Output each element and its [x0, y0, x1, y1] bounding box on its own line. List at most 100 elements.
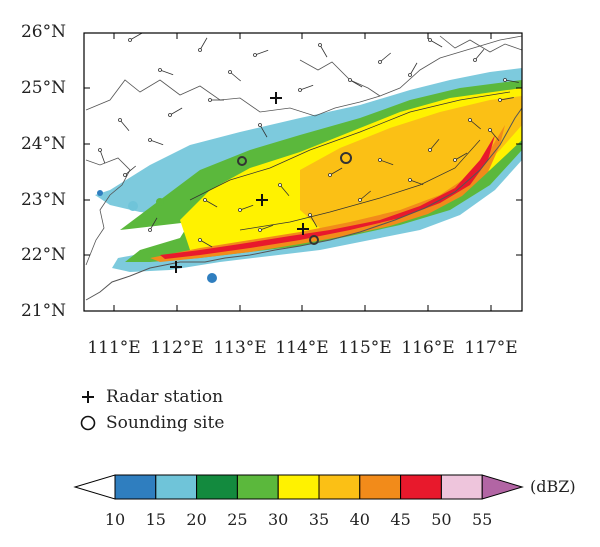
station-dot [308, 213, 312, 217]
colorbar-over-arrow [481, 474, 524, 500]
wind-barb [149, 139, 164, 146]
wind-barb [469, 119, 481, 130]
station-dot [258, 228, 262, 232]
station-dot [208, 98, 212, 102]
wind-barb [204, 199, 218, 208]
station-dot [98, 148, 102, 152]
station-dot [408, 73, 412, 77]
wind-barb [319, 44, 328, 58]
province-boundary [85, 35, 522, 117]
colorbar-unit: (dBZ) [530, 477, 576, 496]
axis-ticks [84, 32, 522, 312]
wind-barb [199, 37, 208, 51]
wind-barb [259, 224, 274, 231]
colorbar-tick-label: 10 [104, 510, 126, 529]
station-dot [328, 173, 332, 177]
plot-frame [83, 32, 523, 312]
station-dot [148, 138, 152, 142]
wind-barb [99, 149, 106, 164]
lon-tick-label: 113°E [213, 338, 267, 358]
station-dot [468, 118, 472, 122]
echo-cell [128, 201, 138, 211]
wind-barb [409, 179, 424, 186]
colorbar-segment [236, 474, 279, 500]
wind-barb [409, 62, 418, 76]
colorbar-under-arrow [73, 474, 116, 500]
lat-tick-label: 26°N [20, 22, 66, 42]
wind-barb [474, 49, 485, 61]
echo-cell [207, 273, 217, 283]
station-dot [348, 78, 352, 82]
lat-tick-label: 24°N [20, 134, 66, 154]
lon-tick-label: 114°E [275, 338, 329, 358]
echo-band-core [300, 96, 522, 228]
wind-barb [359, 190, 371, 201]
station-dot [278, 183, 282, 187]
station-dot [203, 198, 207, 202]
station-dot [168, 113, 172, 117]
province-boundary [299, 59, 381, 97]
lat-tick-label: 25°N [20, 78, 66, 98]
station-dot [503, 78, 507, 82]
reflectivity-colorbar [73, 474, 524, 500]
station-dot [198, 48, 202, 52]
station-dot [258, 123, 262, 127]
echo-cell [156, 198, 164, 206]
wind-barb [129, 33, 143, 41]
wind-barb [379, 52, 391, 63]
colorbar-segment [318, 474, 361, 500]
colorbar-tick-label: 50 [431, 510, 452, 529]
colorbar-segment [114, 474, 157, 500]
sounding-site-marker [309, 235, 319, 245]
station-dot [473, 58, 477, 62]
radar-station-marker [256, 194, 268, 206]
station-dot [253, 53, 257, 57]
station-dot [118, 118, 122, 122]
radar-stations [170, 92, 309, 273]
radar-station-marker [297, 223, 309, 235]
lat-tick-label: 23°N [20, 190, 66, 210]
wind-barb [504, 79, 519, 83]
station-dot [408, 178, 412, 182]
radar-station-marker [170, 261, 182, 273]
colorbar-segment [277, 474, 320, 500]
sounding-site-marker [340, 152, 352, 164]
wind-barb [124, 165, 136, 176]
wind-barb [489, 129, 500, 141]
colorbar-segment [400, 474, 442, 500]
sounding-site-marker [237, 156, 247, 166]
wind-barb [229, 71, 241, 82]
station-dot [198, 238, 202, 242]
wind-barb [239, 204, 254, 211]
colorbar-tick-label: 40 [349, 510, 370, 529]
province-boundary [85, 157, 131, 266]
colorbar-tick-label: 25 [227, 510, 248, 529]
wind-barb [454, 152, 468, 161]
station-dot [238, 208, 242, 212]
wind-barb [379, 159, 394, 166]
wind-barb [429, 139, 440, 151]
wind-barb [429, 39, 443, 48]
wind-barb [119, 119, 130, 131]
station-dot [228, 70, 232, 74]
station-dot [428, 38, 432, 42]
reflectivity-contour [239, 139, 481, 231]
colorbar-tick-label: 35 [308, 510, 330, 529]
lat-tick-label: 22°N [20, 245, 66, 265]
colorbar-tick-label: 20 [186, 510, 207, 529]
wind-barb [254, 49, 269, 56]
wind-barb [499, 97, 514, 101]
colorbar-segment [359, 474, 402, 500]
station-dot [378, 60, 382, 64]
legend-label: Sounding site [106, 413, 225, 433]
station-dot [488, 128, 492, 132]
wind-barbs [98, 33, 519, 248]
wind-barb [159, 69, 174, 76]
station-dot [128, 38, 132, 42]
colorbar-tick-label: 55 [472, 510, 493, 529]
station-dot [358, 198, 362, 202]
station-dot [378, 158, 382, 162]
symbol-legend: Radar station Sounding site [78, 384, 224, 436]
